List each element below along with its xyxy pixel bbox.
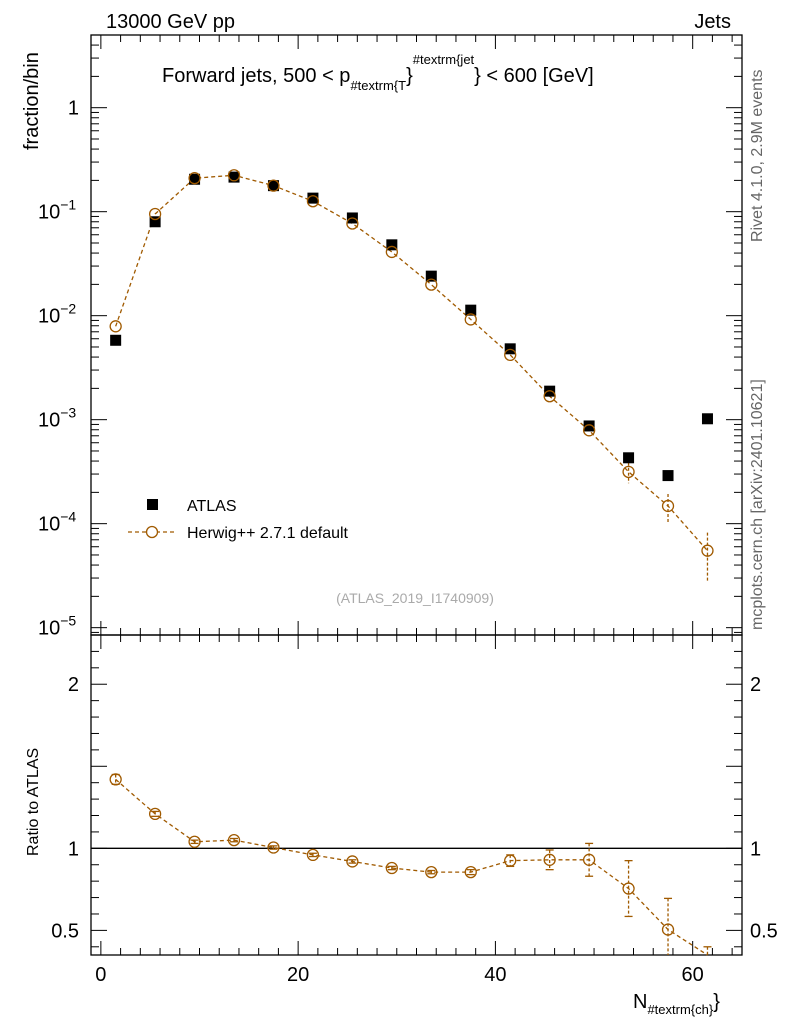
rivet-label: Rivet 4.1.0, 2.9M events <box>749 69 766 242</box>
ratio-point <box>267 841 280 854</box>
ratio-point <box>504 854 517 867</box>
legend-mc-marker <box>145 525 159 539</box>
y-axis-label: fraction/bin <box>21 52 43 150</box>
mc-line <box>115 174 708 552</box>
atlas-point <box>386 239 398 251</box>
atlas-point <box>267 180 279 192</box>
mc-point <box>148 207 162 221</box>
legend: ATLAS Herwig++ 2.7.1 default <box>128 498 349 542</box>
mc-point <box>227 169 241 182</box>
title-main: Forward jets, 500 < p <box>162 65 350 87</box>
mc-error-bars <box>627 462 709 582</box>
ratio-tick-label-right: 1 <box>750 838 761 860</box>
x-axis-label-main: N <box>633 991 647 1013</box>
ratio-point <box>109 773 122 786</box>
mc-point <box>346 217 359 230</box>
atlas-point <box>307 192 319 204</box>
ratio-curve <box>115 778 708 956</box>
analysis-watermark: (ATLAS_2019_I1740909) <box>336 590 494 606</box>
y-tick-label: 10−3 <box>38 405 76 432</box>
ratio-line <box>115 778 708 956</box>
atlas-point <box>701 413 713 425</box>
ratio-error-bars <box>111 773 712 955</box>
title-end: } < 600 [GeV] <box>474 65 594 87</box>
jets-label: Jets <box>694 11 731 33</box>
mc-point <box>504 348 517 362</box>
y-tick-label: 10−1 <box>38 197 76 224</box>
y-tick-label: 10−5 <box>38 613 76 640</box>
ratio-tick-label-right: 2 <box>750 674 761 696</box>
atlas-point <box>662 470 674 482</box>
mc-point <box>661 499 675 513</box>
main-plot-frame <box>90 34 743 636</box>
mc-point <box>306 195 320 208</box>
legend-mc-label: Herwig++ 2.7.1 default <box>187 525 349 542</box>
atlas-point <box>623 452 635 464</box>
mc-point <box>582 424 596 437</box>
y-tick-label: 10−4 <box>38 509 76 536</box>
mc-point <box>543 390 556 403</box>
mc-points <box>109 169 714 557</box>
y-tick-label: 1 <box>68 98 79 120</box>
energy-label: 13000 GeV pp <box>106 11 235 33</box>
ratio-point <box>148 807 162 821</box>
ratio-point <box>622 882 635 895</box>
y-tick-labels: 1 10−1 10−2 10−3 10−4 10−5 <box>38 98 79 640</box>
legend-data-label: ATLAS <box>187 498 237 515</box>
atlas-point <box>425 270 437 282</box>
y-tick-label: 10−2 <box>38 301 76 328</box>
mc-point <box>701 544 714 557</box>
ratio-plot-frame <box>90 634 743 956</box>
legend-data-marker <box>147 499 158 510</box>
atlas-data-points <box>110 171 713 482</box>
mcplots-label: mcplots.cern.ch [arXiv:2401.10621] <box>749 379 766 630</box>
x-tick-labels: 0 20 40 60 <box>95 964 704 986</box>
atlas-point <box>465 304 477 316</box>
x-tick-label: 20 <box>287 964 309 986</box>
ratio-point <box>582 853 596 866</box>
ratio-tick-labels: 2 2 1 1 0.5 0.5 <box>51 674 778 942</box>
ratio-point <box>425 865 438 879</box>
ratio-point <box>227 833 241 847</box>
x-tick-label: 0 <box>95 964 106 986</box>
ratio-point <box>464 865 477 879</box>
ratio-tick-label: 1 <box>68 838 79 860</box>
mc-point <box>109 320 122 333</box>
mc-point <box>188 172 201 185</box>
mc-point <box>622 465 635 478</box>
ratio-axis-label: Ratio to ATLAS <box>25 748 42 856</box>
x-tick-label: 60 <box>682 964 704 986</box>
atlas-point <box>583 420 595 432</box>
atlas-point <box>189 173 201 185</box>
ratio-tick-label: 2 <box>68 674 79 696</box>
ratio-point <box>543 853 556 866</box>
ratio-tick-label: 0.5 <box>51 920 79 942</box>
ratio-point <box>346 855 359 868</box>
mc-point <box>464 313 477 326</box>
ratio-point <box>385 861 398 875</box>
x-tick-label: 40 <box>484 964 506 986</box>
ratio-points <box>109 773 675 936</box>
atlas-point <box>110 334 122 346</box>
x-axis-label-subscript: #textrm{ch} <box>647 1002 713 1017</box>
atlas-point <box>228 171 240 183</box>
axis-ticks <box>91 34 742 955</box>
atlas-point <box>149 216 161 228</box>
ratio-point <box>661 923 675 936</box>
title-superscript: #textrm{jet <box>413 52 475 67</box>
mc-point <box>385 245 398 259</box>
mc-point <box>425 278 438 291</box>
ratio-tick-label-right: 0.5 <box>750 920 778 942</box>
plot-title: Forward jets, 500 < p#textrm{T}#textrm{j… <box>162 52 594 93</box>
x-axis-label: N#textrm{ch}} <box>633 991 720 1017</box>
ratio-point <box>188 835 201 848</box>
mc-point <box>267 179 280 192</box>
title-subscript: #textrm{T <box>350 78 406 93</box>
mc-curve <box>115 174 708 552</box>
ratio-point <box>306 848 320 862</box>
